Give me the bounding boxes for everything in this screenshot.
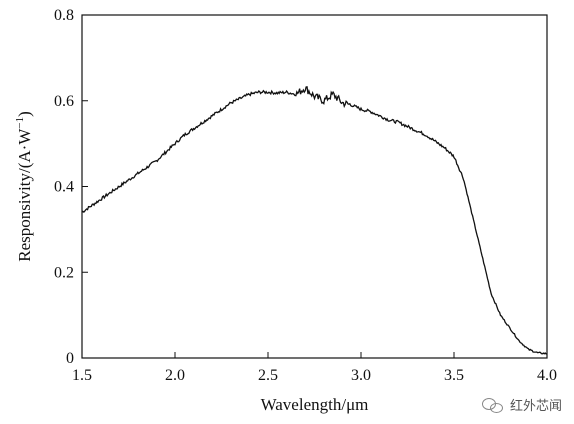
y-axis-title-close: ) bbox=[15, 111, 34, 117]
series-line bbox=[81, 86, 548, 355]
y-axis-title-main: Responsivity/(A·W bbox=[15, 128, 34, 262]
watermark: 红外芯闻 bbox=[481, 395, 562, 414]
y-tick-label: 0.8 bbox=[54, 7, 74, 24]
y-axis-title-sup: −1 bbox=[14, 117, 26, 129]
watermark-text: 红外芯闻 bbox=[509, 399, 562, 414]
plot-area bbox=[81, 14, 548, 359]
wechat-icon bbox=[481, 397, 504, 413]
x-tick-label: 3.0 bbox=[351, 367, 371, 384]
x-tick-label: 4.0 bbox=[537, 367, 557, 384]
y-axis-title: Responsivity/(A·W−1) bbox=[14, 111, 34, 262]
x-tick-label: 2.5 bbox=[258, 367, 278, 384]
tick-labels: 1.5 2.0 2.5 3.0 3.5 4.0 0 0.2 0.4 0.6 0.8 bbox=[54, 7, 557, 384]
axis-ticks bbox=[81, 14, 548, 359]
y-tick-label: 0.6 bbox=[54, 93, 74, 110]
y-tick-label: 0.2 bbox=[54, 264, 74, 281]
x-tick-label: 2.0 bbox=[165, 367, 185, 384]
x-axis-title: Wavelength/μm bbox=[261, 395, 369, 414]
y-tick-label: 0 bbox=[66, 350, 74, 367]
y-tick-label: 0.4 bbox=[54, 179, 74, 196]
x-tick-label: 3.5 bbox=[444, 367, 464, 384]
x-tick-label: 1.5 bbox=[72, 367, 92, 384]
plot-frame bbox=[81, 14, 548, 359]
